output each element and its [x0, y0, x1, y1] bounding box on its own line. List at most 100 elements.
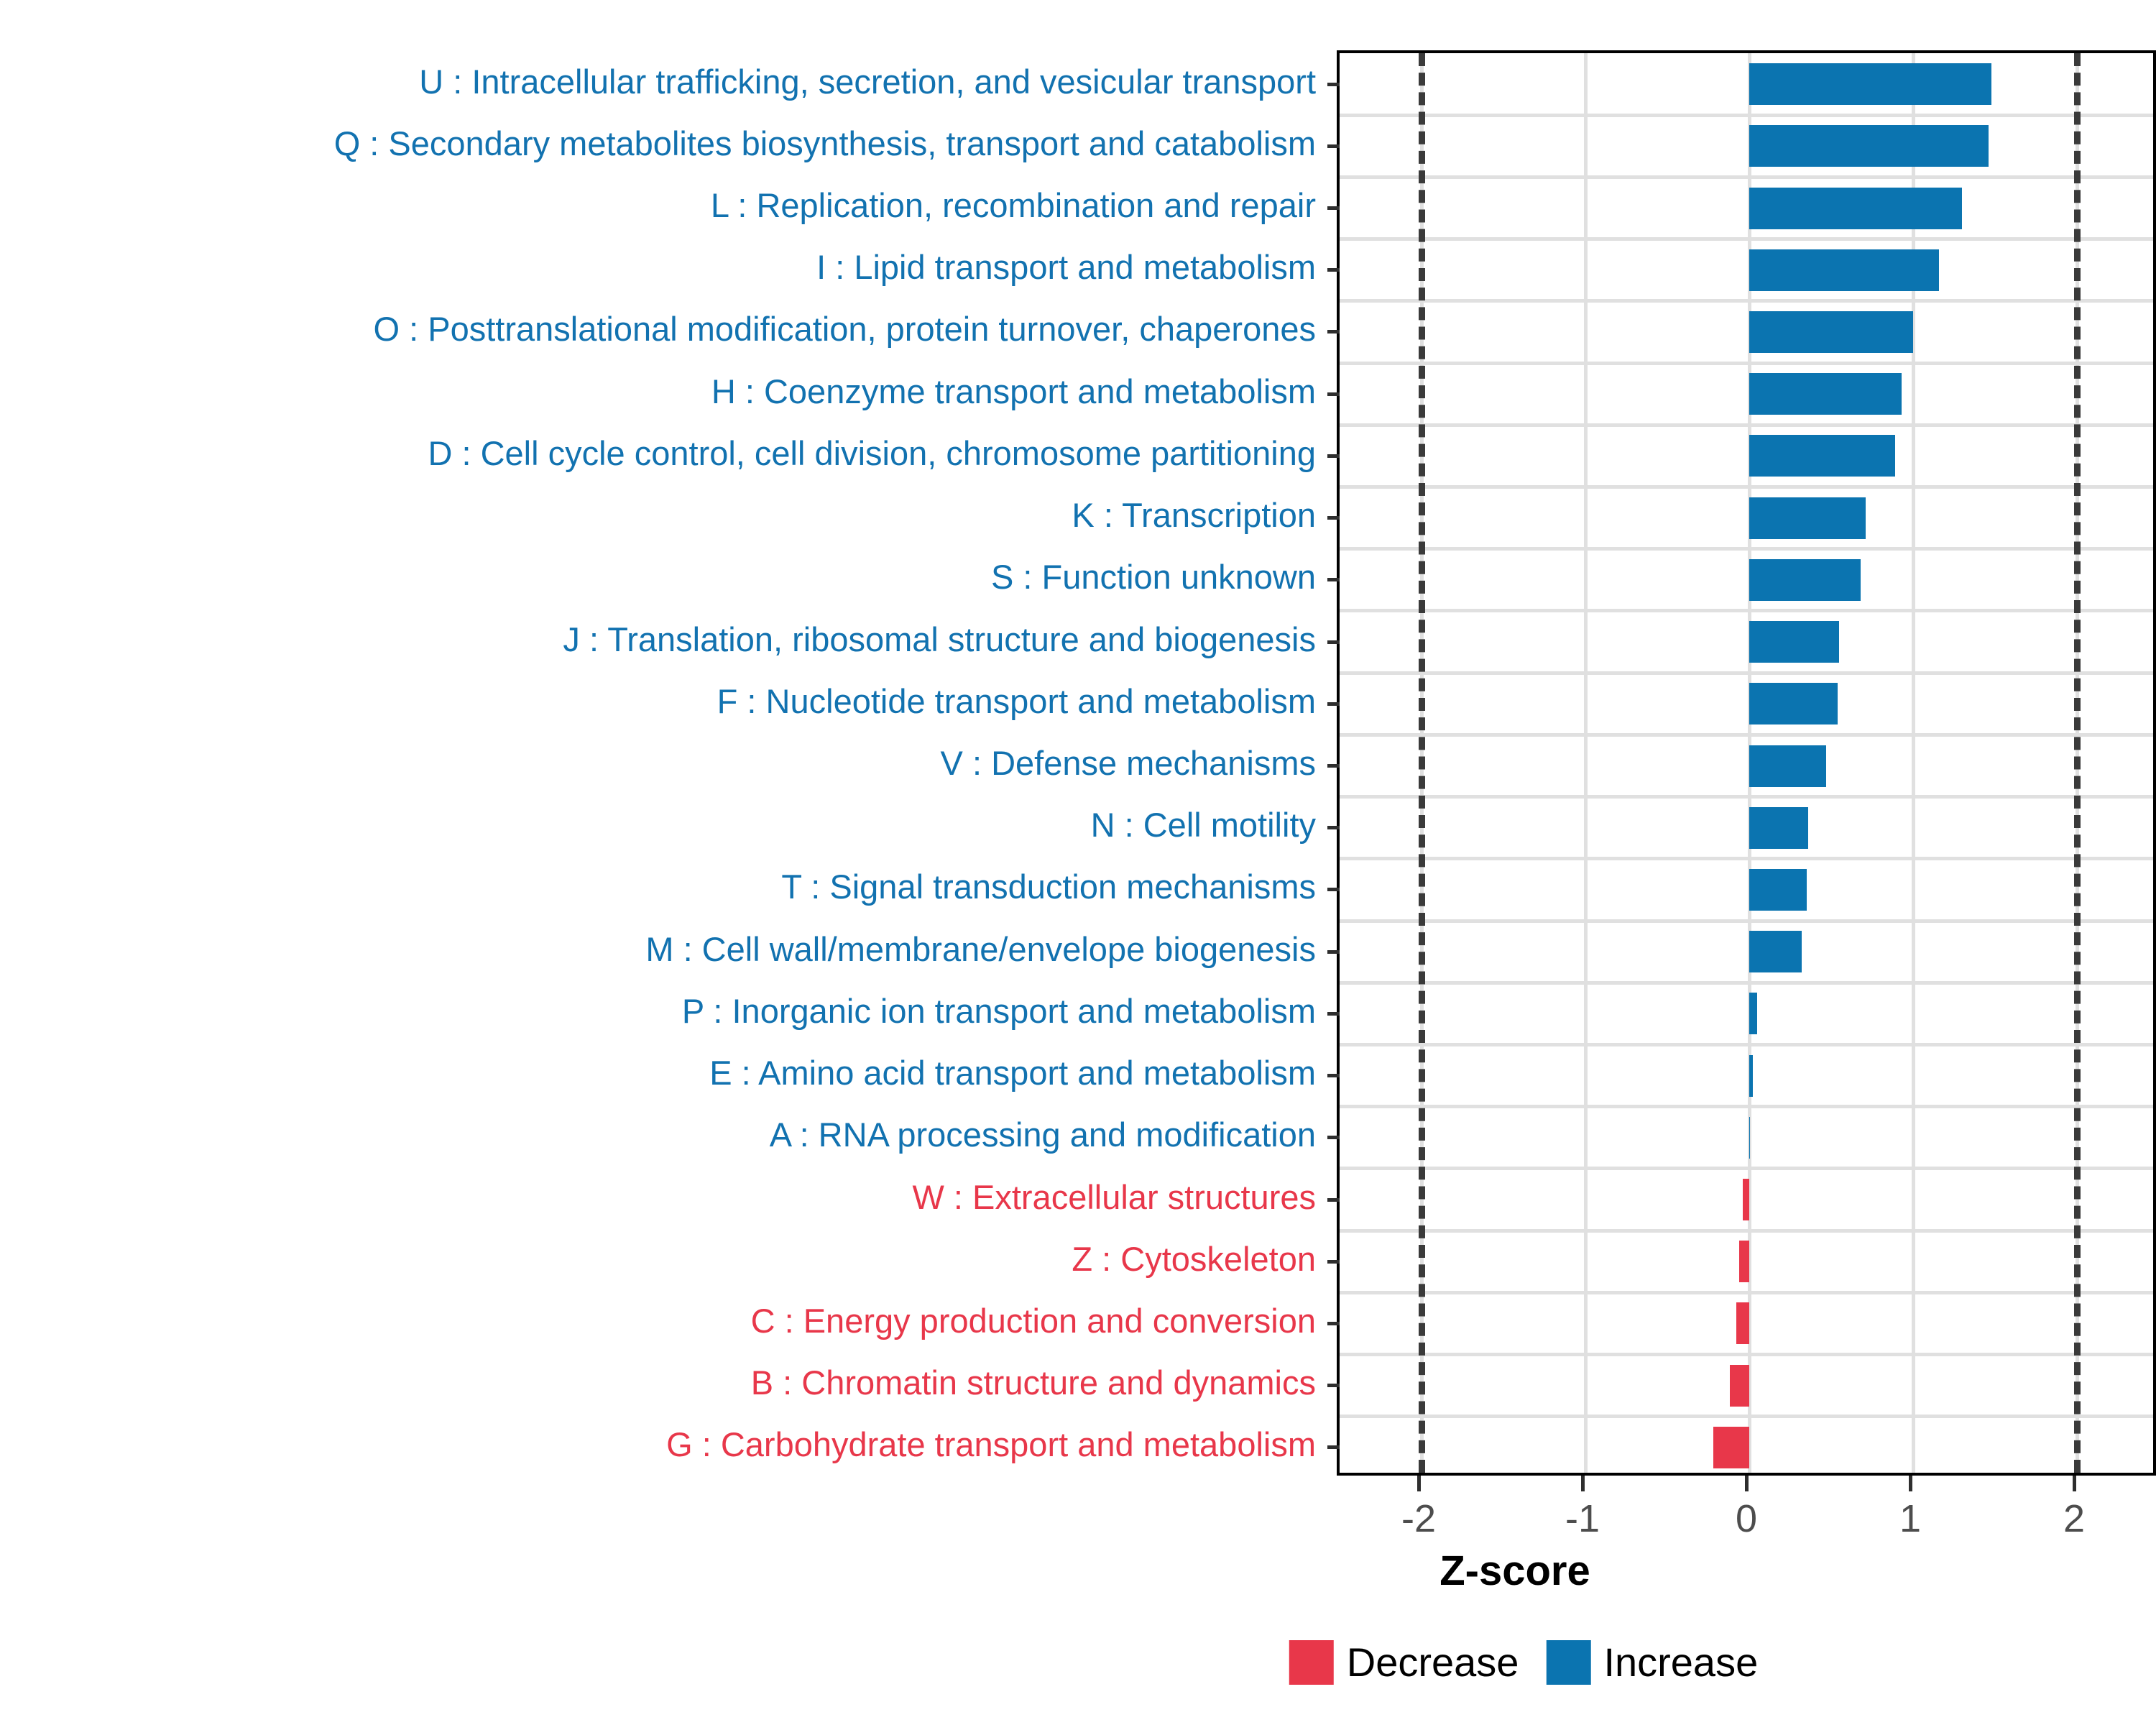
- y-axis-tick: [1327, 1384, 1340, 1388]
- bar-w: [1742, 1179, 1749, 1221]
- bar-l: [1749, 187, 1963, 229]
- bar-g: [1713, 1426, 1749, 1468]
- category-label-m: M : Cell wall/membrane/envelope biogenes…: [0, 918, 1326, 980]
- horizontal-gridline: [1340, 919, 2153, 923]
- category-label-text: F : Nucleotide transport and metabolism: [717, 681, 1316, 720]
- y-axis-tick: [1327, 702, 1340, 706]
- category-label-text: T : Signal transduction mechanisms: [781, 868, 1316, 906]
- horizontal-gridline: [1340, 609, 2153, 613]
- category-label-w: W : Extracellular structures: [0, 1166, 1326, 1228]
- bar-h: [1749, 373, 1902, 415]
- horizontal-gridline: [1340, 1167, 2153, 1171]
- bar-m: [1749, 931, 1802, 973]
- category-label-text: M : Cell wall/membrane/envelope biogenes…: [645, 929, 1316, 968]
- category-label-q: Q : Secondary metabolites biosynthesis, …: [0, 112, 1326, 174]
- y-axis-tick: [1327, 1321, 1340, 1325]
- y-axis-tick: [1327, 1011, 1340, 1016]
- y-axis-tick: [1327, 949, 1340, 954]
- y-axis-tick: [1327, 1074, 1340, 1078]
- legend-item-increase: Increase: [1546, 1639, 1758, 1685]
- plot-area: [1340, 53, 2153, 1473]
- bar-c: [1736, 1302, 1749, 1345]
- x-axis-title: Z-score: [1439, 1547, 1590, 1594]
- category-label-g: G : Carbohydrate transport and metabolis…: [0, 1414, 1326, 1476]
- horizontal-gridline: [1340, 1290, 2153, 1294]
- category-label-t: T : Signal transduction mechanisms: [0, 856, 1326, 918]
- category-label-p: P : Inorganic ion transport and metaboli…: [0, 980, 1326, 1041]
- reference-line--2: [1418, 53, 1425, 1473]
- category-label-text: G : Carbohydrate transport and metabolis…: [666, 1425, 1316, 1464]
- x-axis-tick-label--1: -1: [1565, 1497, 1600, 1540]
- x-axis-tick-label-1: 1: [1899, 1497, 1922, 1540]
- bar-v: [1749, 745, 1827, 787]
- category-label-text: C : Energy production and conversion: [750, 1301, 1316, 1340]
- category-label-e: E : Amino acid transport and metabolism: [0, 1041, 1326, 1103]
- category-label-z: Z : Cytoskeleton: [0, 1228, 1326, 1289]
- category-label-n: N : Cell motility: [0, 794, 1326, 856]
- category-label-text: J : Translation, ribosomal structure and…: [563, 620, 1316, 658]
- x-axis-tick-label-2: 2: [2063, 1497, 2086, 1540]
- category-label-text: E : Amino acid transport and metabolism: [709, 1054, 1316, 1092]
- chart-legend: Decrease Increase: [1289, 1639, 1758, 1685]
- horizontal-gridline: [1340, 1353, 2153, 1357]
- horizontal-gridline: [1340, 113, 2153, 117]
- x-axis-tick--1: [1580, 1476, 1585, 1491]
- bar-e: [1749, 1054, 1753, 1097]
- y-axis-tick: [1327, 454, 1340, 458]
- y-axis-tick: [1327, 516, 1340, 520]
- bar-p: [1749, 993, 1758, 1035]
- horizontal-gridline: [1340, 423, 2153, 427]
- x-axis-tick-0: [1744, 1476, 1749, 1491]
- category-label-text: L : Replication, recombination and repai…: [710, 186, 1316, 225]
- category-label-l: L : Replication, recombination and repai…: [0, 174, 1326, 236]
- category-label-text: O : Posttranslational modification, prot…: [373, 310, 1316, 349]
- y-axis-tick: [1327, 1197, 1340, 1202]
- category-label-o: O : Posttranslational modification, prot…: [0, 298, 1326, 360]
- y-axis-tick: [1327, 640, 1340, 644]
- y-axis-tick: [1327, 1259, 1340, 1264]
- legend-label-decrease: Decrease: [1346, 1639, 1519, 1685]
- bar-s: [1749, 558, 1861, 601]
- y-axis-tick: [1327, 330, 1340, 334]
- bar-f: [1749, 683, 1838, 725]
- y-axis-tick: [1327, 1136, 1340, 1140]
- category-label-d: D : Cell cycle control, cell division, c…: [0, 422, 1326, 484]
- category-label-text: Z : Cytoskeleton: [1072, 1239, 1316, 1278]
- horizontal-gridline: [1340, 1228, 2153, 1233]
- category-label-text: D : Cell cycle control, cell division, c…: [428, 433, 1316, 472]
- horizontal-gridline: [1340, 547, 2153, 551]
- y-axis-tick: [1327, 826, 1340, 830]
- bar-b: [1729, 1364, 1749, 1407]
- y-axis-tick: [1327, 268, 1340, 272]
- bar-n: [1749, 806, 1809, 849]
- category-label-k: K : Transcription: [0, 484, 1326, 546]
- bar-z: [1739, 1241, 1749, 1283]
- bar-o: [1749, 310, 1913, 353]
- category-label-j: J : Translation, ribosomal structure and…: [0, 608, 1326, 670]
- horizontal-gridline: [1340, 671, 2153, 675]
- reference-line-2: [2073, 53, 2081, 1473]
- category-axis-labels: U : Intracellular trafficking, secretion…: [0, 50, 1326, 1476]
- horizontal-gridline: [1340, 299, 2153, 303]
- horizontal-gridline: [1340, 1042, 2153, 1046]
- legend-item-decrease: Decrease: [1289, 1639, 1519, 1685]
- legend-swatch-decrease: [1289, 1639, 1334, 1685]
- x-axis-tick-label--2: -2: [1401, 1497, 1437, 1540]
- category-label-v: V : Defense mechanisms: [0, 732, 1326, 794]
- category-label-h: H : Coenzyme transport and metabolism: [0, 360, 1326, 422]
- vertical-gridline--1: [1583, 53, 1588, 1473]
- bar-j: [1749, 621, 1840, 663]
- legend-label-increase: Increase: [1603, 1639, 1759, 1685]
- horizontal-gridline: [1340, 857, 2153, 861]
- category-label-text: P : Inorganic ion transport and metaboli…: [681, 991, 1316, 1030]
- y-axis-tick: [1327, 888, 1340, 892]
- x-axis-tick--2: [1416, 1476, 1421, 1491]
- horizontal-gridline: [1340, 237, 2153, 242]
- category-label-text: K : Transcription: [1072, 496, 1316, 535]
- x-axis-tick-1: [1908, 1476, 1912, 1491]
- bar-t: [1749, 868, 1807, 911]
- category-label-text: B : Chromatin structure and dynamics: [750, 1363, 1316, 1402]
- bar-u: [1749, 63, 1992, 106]
- bar-q: [1749, 125, 1989, 167]
